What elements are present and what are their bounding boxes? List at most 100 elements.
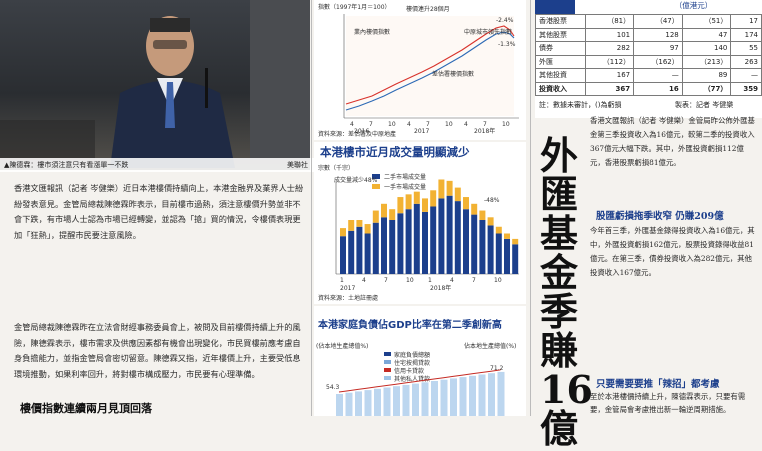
chart2-bar-primary (495, 226, 502, 234)
table-cell: 359 (730, 81, 762, 96)
chart2-title: 本港樓市近月成交量明顯減少 (320, 145, 470, 159)
investment-income-table: （億港元） 香港股票 （81） （47） （51） 17 其他股票 101 128 47 174 債… (535, 0, 762, 118)
chart1-month-tick: 10 (445, 121, 453, 128)
chart1-pct1: -2.4% (496, 17, 514, 24)
chart2-bar-primary (413, 191, 420, 204)
chart2-bar-primary (356, 220, 363, 227)
chart2-bar-secondary (487, 225, 494, 274)
chart3-bar (364, 390, 372, 416)
table-cell: 89 (681, 68, 732, 83)
table-cell: （51） (681, 14, 732, 29)
chart2-month-tick: 10 (406, 277, 414, 284)
lead-text: 香港文匯報訊（記者 岑健樂）近日本港樓價持續向上，本港金融界及業界人士紛紛發表意… (14, 183, 304, 240)
chart2-source: 資料來源：土地註冊處 (318, 294, 378, 302)
chart1-month-tick: 4 (407, 121, 411, 128)
chart1-series-a (345, 25, 515, 105)
chart3-bar (431, 381, 438, 416)
chart1-year-tick: 2017 (414, 128, 429, 135)
table-cell: 167 (584, 68, 635, 83)
chart2-bar-primary (381, 203, 387, 218)
chart2-unit: 宗數（千宗） (318, 164, 354, 172)
chart3-bar (488, 373, 495, 416)
chart2-bar-secondary (389, 220, 396, 274)
table-cell: （81） (584, 14, 635, 29)
chart2-pct: -48% (484, 197, 500, 204)
table-row-label: 投資收入 (535, 81, 586, 96)
column-rule (311, 0, 312, 416)
table-cell: （213） (681, 54, 732, 69)
right-body3-text: 至於本港樓價持續上升，陳德霖表示，只要有需要，金管局會考慮推出新一輪逆周期措施。 (590, 392, 746, 414)
chart2-bar-primary (512, 238, 519, 245)
table-cell: 17 (730, 14, 762, 29)
chart2-bar-secondary (471, 214, 478, 274)
table-row: 債券 282 97 140 55 (535, 41, 762, 56)
chart1-month-tick: 4 (350, 121, 354, 128)
chart3-legend-item: 其他私人貸款 (394, 375, 430, 383)
table-row-label: 債券 (535, 41, 586, 56)
body-text: 金管局總裁陳德霖昨在立法會財經事務委員會上，被問及目前樓價持續上升的風險，陳德霖… (14, 322, 301, 379)
big-headline: 外匯基金季賺16億 (540, 133, 593, 451)
chart2-bar-primary (397, 197, 404, 214)
chart2-bar-primary (463, 197, 469, 210)
chart3-bar (469, 375, 476, 416)
table-cell: （162） (633, 54, 683, 69)
right-subhead2: 只要需要要推「辣招」都考慮 (596, 379, 720, 390)
chart2-bar-primary (364, 224, 371, 234)
table-header: （億港元） (674, 1, 713, 10)
table-cell: 47 (681, 27, 732, 42)
chart3-unit-right: 佔本地生產總值(%) (464, 342, 516, 350)
chart2-bar-secondary (430, 206, 437, 274)
table-cell: 174 (730, 27, 762, 42)
chart3-bar (450, 378, 457, 416)
chart2-bar-primary (454, 187, 461, 202)
table-cell: 140 (681, 41, 732, 56)
chart3-bar (478, 374, 486, 416)
right-body3: 至於本港樓價持續上升，陳德霖表示，只要有需要，金管局會考慮推出新一輪逆周期措施。 (590, 390, 758, 416)
table-cell: — (633, 68, 683, 83)
table-credit: 製表：記者 岑健樂 (675, 101, 734, 109)
chart2-bar-primary (438, 179, 445, 199)
chart1-annotation-low: 差估署樓價指數 (432, 70, 474, 78)
table-cell: 101 (584, 27, 635, 42)
chart1-year-tick: 2018年 (474, 127, 495, 135)
chart2-bar-primary (479, 210, 486, 220)
caption-text: ▲陳德霖：樓市須注意只有看漲單一不跌 (4, 161, 129, 169)
speaker-figure (110, 16, 235, 168)
chart3-line (338, 369, 501, 393)
chart3-bar (355, 391, 362, 416)
chart3-bar (412, 383, 419, 416)
chart3-legend-item: 家庭負債總額 (394, 351, 430, 359)
chart1-series-b (345, 31, 515, 111)
chart2-bar-secondary (495, 233, 502, 274)
chart2-month-tick: 10 (494, 277, 502, 284)
chart3-first-value: 54.3 (326, 384, 340, 391)
table-cell: 367 (584, 81, 635, 96)
right-intro: 香港文匯報訊（記者 岑健樂）金管局昨公佈外匯基金第三季投資收入為16億元，較第二… (590, 114, 758, 206)
table-row-label: 外匯 (535, 54, 586, 69)
transaction-volume-chart: 本港樓市近月成交量明顯減少 宗數（千宗） 二手市場成交量 一手市場成交量 成交量… (314, 142, 526, 304)
chart2-bar-secondary (438, 198, 445, 274)
chart3-bar (440, 379, 448, 416)
chart2-bar-secondary (348, 230, 355, 274)
table-row-label: 其他投資 (535, 68, 586, 83)
chart3-bar (336, 394, 343, 416)
chart2-legend-secondary: 二手市場成交量 (384, 173, 426, 181)
table-cell: 16 (633, 81, 683, 96)
table-cell: 55 (730, 41, 762, 56)
chart1-month-tick: 10 (502, 121, 510, 128)
right-intro-text: 香港文匯報訊（記者 岑健樂）金管局昨公佈外匯基金第三季投資收入為16億元，較第二… (590, 116, 755, 167)
chart1-month-tick: 7 (369, 121, 373, 128)
chart3-last-value: 71.2 (490, 365, 504, 372)
chart2-month-tick: 1 (340, 277, 344, 284)
chart2-bar-primary (348, 220, 355, 231)
chart1-annotation-mid: 業內樓價指數 (354, 28, 390, 36)
table-row: 其他投資 167—89— (535, 68, 762, 83)
household-debt-chart: 本港家庭負債佔GDP比率在第二季創新高 (佔本地生產總值%) 佔本地生產總值(%… (314, 306, 526, 416)
chart2-bar-primary (430, 190, 437, 207)
chart2-month-tick: 7 (384, 277, 388, 284)
chart1-month-tick: 10 (388, 121, 396, 128)
chart3-bar (421, 382, 429, 416)
table-row: 外匯 （112） （162） （213） 263 (535, 54, 762, 69)
chart3-legend-item: 住宅按揭貸款 (394, 359, 430, 367)
chart1-pct2: -1.3% (498, 41, 516, 48)
